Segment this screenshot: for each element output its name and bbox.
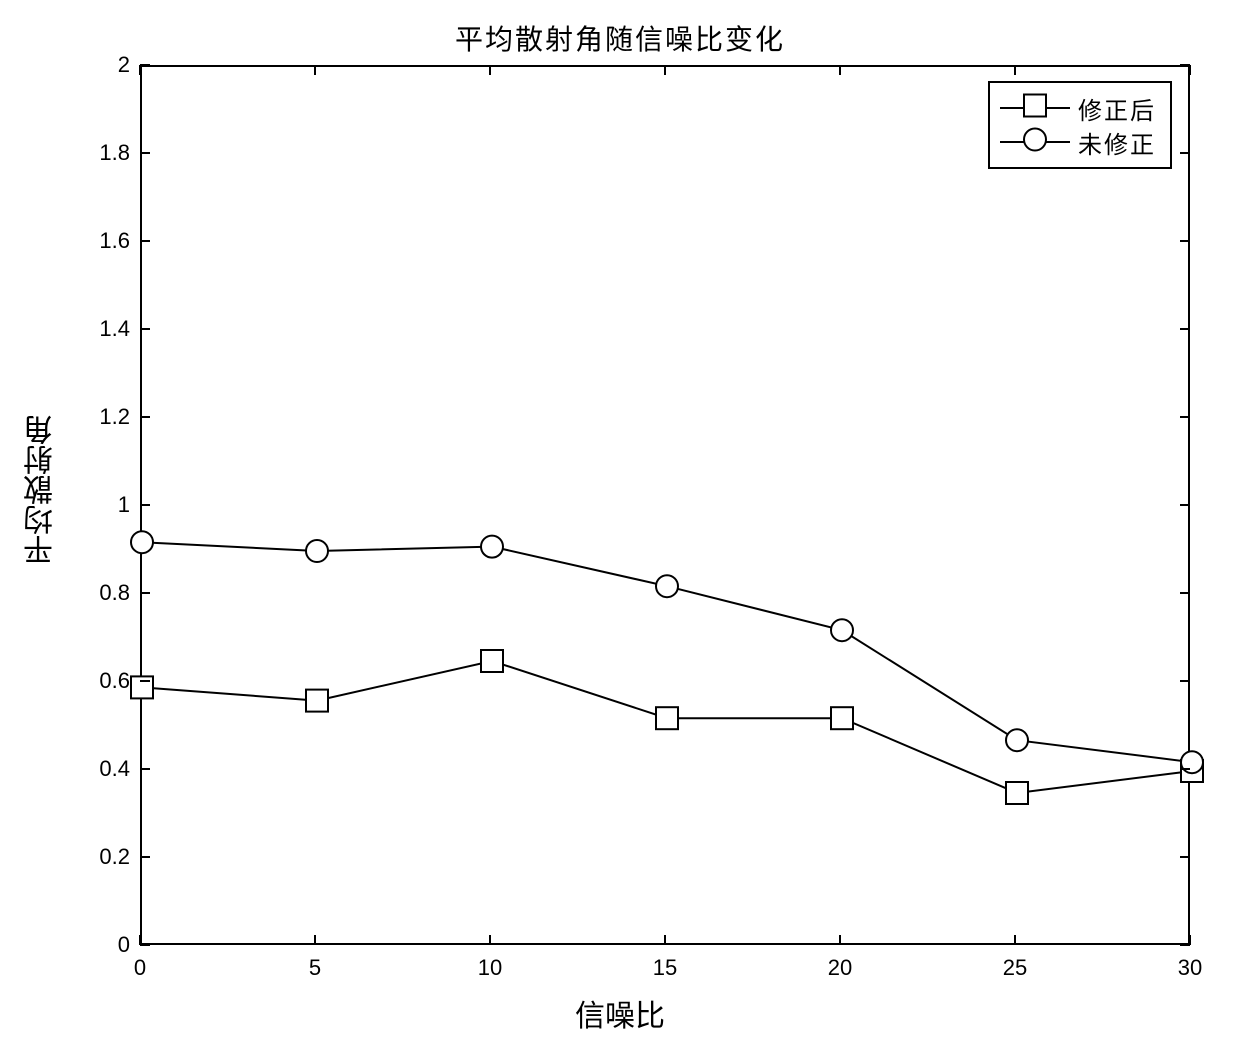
series-marker: [831, 707, 853, 729]
x-tick-mark: [839, 65, 841, 75]
x-tick-label: 5: [309, 955, 321, 981]
series-marker: [306, 540, 328, 562]
y-tick-label: 1.2: [85, 404, 130, 430]
y-tick-label: 0.6: [85, 668, 130, 694]
y-tick-mark: [140, 856, 150, 858]
y-tick-mark: [140, 152, 150, 154]
x-tick-mark: [314, 65, 316, 75]
x-tick-mark: [139, 65, 141, 75]
y-tick-mark: [1180, 680, 1190, 682]
x-tick-label: 30: [1178, 955, 1202, 981]
x-tick-label: 20: [828, 955, 852, 981]
y-tick-label: 0.2: [85, 844, 130, 870]
y-tick-mark: [1180, 944, 1190, 946]
y-tick-mark: [1180, 856, 1190, 858]
y-tick-mark: [140, 64, 150, 66]
legend-swatch: [1000, 93, 1070, 123]
legend-swatch: [1000, 127, 1070, 157]
y-axis-label: 平均散射角: [20, 415, 64, 565]
x-tick-mark: [1014, 65, 1016, 75]
x-tick-mark: [664, 935, 666, 945]
legend-label: 修正后: [1078, 91, 1156, 126]
plot-area: 修正后未修正: [140, 65, 1190, 945]
x-tick-label: 15: [653, 955, 677, 981]
x-tick-mark: [489, 65, 491, 75]
y-tick-mark: [140, 240, 150, 242]
series-marker: [131, 531, 153, 553]
legend-label: 未修正: [1078, 125, 1156, 160]
y-tick-mark: [140, 592, 150, 594]
x-axis-label: 信噪比: [0, 991, 1240, 1035]
series-layer: [142, 67, 1192, 947]
y-tick-mark: [140, 680, 150, 682]
series-marker: [306, 690, 328, 712]
y-tick-mark: [140, 768, 150, 770]
x-tick-mark: [839, 935, 841, 945]
y-tick-mark: [1180, 504, 1190, 506]
y-tick-label: 0.4: [85, 756, 130, 782]
x-tick-mark: [489, 935, 491, 945]
legend-entry: 未修正: [1000, 125, 1156, 159]
y-tick-mark: [140, 416, 150, 418]
y-tick-label: 0.8: [85, 580, 130, 606]
x-tick-mark: [1014, 935, 1016, 945]
legend: 修正后未修正: [988, 81, 1172, 169]
y-tick-label: 1.8: [85, 140, 130, 166]
series-marker: [1006, 782, 1028, 804]
x-tick-mark: [314, 935, 316, 945]
x-tick-label: 25: [1003, 955, 1027, 981]
y-tick-mark: [1180, 64, 1190, 66]
y-tick-mark: [1180, 592, 1190, 594]
series-marker: [656, 707, 678, 729]
series-marker: [481, 536, 503, 558]
x-tick-label: 10: [478, 955, 502, 981]
y-tick-mark: [1180, 416, 1190, 418]
series-marker: [656, 575, 678, 597]
y-tick-label: 1.4: [85, 316, 130, 342]
y-tick-mark: [1180, 328, 1190, 330]
legend-entry: 修正后: [1000, 91, 1156, 125]
y-tick-label: 2: [85, 52, 130, 78]
y-tick-label: 1: [85, 492, 130, 518]
square-marker-icon: [1022, 93, 1048, 124]
y-tick-mark: [140, 944, 150, 946]
y-tick-mark: [140, 328, 150, 330]
series-marker: [1006, 729, 1028, 751]
y-tick-mark: [140, 504, 150, 506]
series-marker: [481, 650, 503, 672]
chart-title: 平均散射角随信噪比变化: [0, 18, 1240, 58]
circle-marker-icon: [1022, 127, 1048, 158]
y-tick-mark: [1180, 768, 1190, 770]
x-tick-label: 0: [134, 955, 146, 981]
y-tick-mark: [1180, 152, 1190, 154]
x-tick-mark: [664, 65, 666, 75]
y-tick-label: 0: [85, 932, 130, 958]
series-marker: [831, 619, 853, 641]
y-tick-label: 1.6: [85, 228, 130, 254]
x-tick-mark: [1189, 65, 1191, 75]
figure: 平均散射角随信噪比变化 修正后未修正 0 5 10 15 20 25 30 0 0.2 0.4 0…: [0, 0, 1240, 1061]
y-tick-mark: [1180, 240, 1190, 242]
